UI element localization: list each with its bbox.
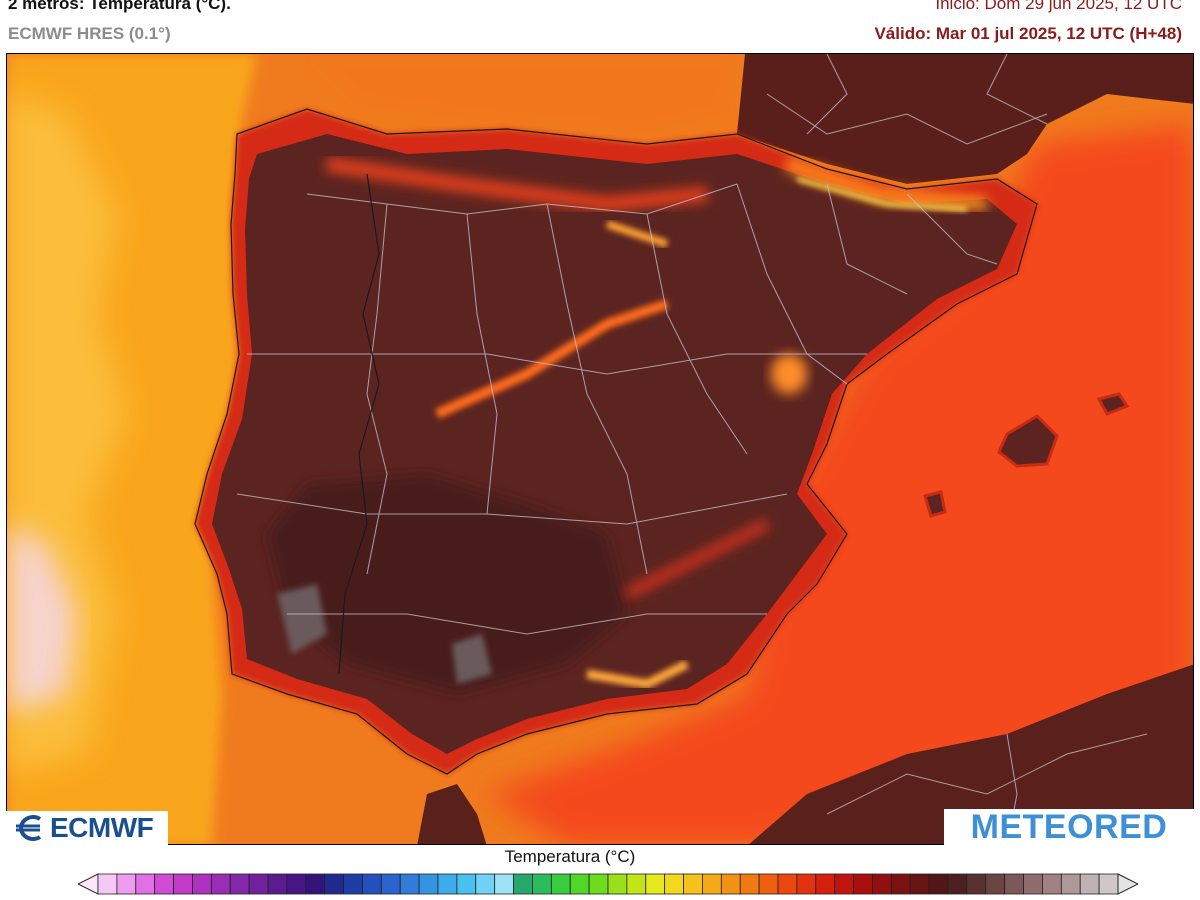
meteored-logo: METEORED: [944, 807, 1194, 846]
legend-swatch: [645, 873, 666, 895]
legend-swatch: [909, 873, 930, 895]
atlantic-pink-zone: [7, 524, 77, 714]
legend-title: Temperatura (°C): [504, 847, 636, 866]
legend-swatch: [550, 873, 571, 895]
map-title: 2 metros: Temperatura (°C).: [8, 0, 231, 13]
valid-time: Válido: Mar 01 jul 2025, 12 UTC (H+48): [874, 24, 1182, 43]
portugal-spain-border: [338, 173, 380, 675]
legend-swatch: [1098, 873, 1119, 895]
ecmwf-emblem-icon: [16, 815, 42, 841]
legend-swatch: [702, 873, 722, 895]
legend-swatch: [173, 873, 193, 895]
temperature-color-scale: [78, 873, 1138, 895]
hottest-zone-guadalquivir: [452, 634, 492, 684]
legend-swatch: [532, 873, 552, 895]
legend-swatch: [928, 873, 949, 895]
legend-swatch: [437, 873, 458, 895]
iberian-system-peak: [605, 220, 669, 248]
temperature-map: [6, 53, 1194, 845]
morocco-tip: [417, 784, 487, 844]
legend-swatch: [1004, 873, 1024, 895]
legend-swatch: [815, 873, 836, 895]
legend-swatch: [380, 873, 401, 895]
legend-swatch: [286, 873, 307, 895]
legend-swatch: [985, 873, 1006, 895]
legend-swatch: [229, 873, 250, 895]
ecmwf-logo: ECMWF: [6, 811, 168, 845]
legend-swatch: [588, 873, 609, 895]
legend-swatch: [192, 873, 212, 895]
iberian-east-peak: [771, 354, 807, 394]
hottest-zone-alentejo: [277, 584, 327, 654]
legend-swatch: [475, 873, 496, 895]
north-africa-landmass: [749, 664, 1193, 844]
legend-swatch: [116, 873, 137, 895]
pyrenees-ridge: [784, 157, 988, 211]
legend-swatch: [210, 873, 231, 895]
legend-swatch: [135, 873, 156, 895]
legend-swatch: [1079, 873, 1100, 895]
legend-swatch: [872, 873, 892, 895]
legend-swatch: [890, 873, 911, 895]
meteored-logo-text: METEORED: [970, 807, 1168, 846]
legend-swatch: [418, 873, 439, 895]
run-start-time: Inicio: Dom 29 jun 2025, 12 UTC: [935, 0, 1182, 13]
legend-swatch: [1023, 873, 1043, 895]
legend-swatch: [1060, 873, 1081, 895]
betic-ridge: [624, 519, 770, 599]
legend-swatch: [720, 873, 741, 895]
legend-swatch: [626, 873, 647, 895]
cantabrian-sea: [307, 54, 737, 134]
sierra-nevada-ridge: [586, 659, 690, 689]
central-system-ridge: [434, 299, 669, 419]
legend-swatch: [777, 873, 798, 895]
legend-swatch: [796, 873, 817, 895]
legend-swatch: [494, 873, 514, 895]
menorca-island: [1096, 392, 1130, 416]
legend-swatch: [683, 873, 703, 895]
legend-swatch: [569, 873, 590, 895]
legend-swatch: [664, 873, 684, 895]
france-landmass: [737, 54, 1193, 184]
legend-swatch: [758, 873, 779, 895]
iberia-coastline: [194, 108, 1038, 775]
legend-swatch: [947, 873, 968, 895]
ibiza-island: [923, 490, 947, 518]
legend-swatch: [853, 873, 873, 895]
legend-swatch: [513, 873, 533, 895]
legend-arrow-high: [1117, 873, 1138, 895]
ecmwf-logo-text: ECMWF: [50, 812, 154, 843]
legend-swatch: [324, 873, 344, 895]
cantabrian-ridge: [325, 157, 708, 212]
legend-arrow-low: [78, 873, 99, 895]
legend-swatch: [607, 873, 628, 895]
legend-swatch: [399, 873, 420, 895]
guadiana-basin: [267, 474, 627, 694]
legend-swatch: [362, 873, 382, 895]
pyrenees-snowline: [796, 176, 968, 212]
mallorca-island: [997, 414, 1059, 468]
regional-borders: [236, 54, 1148, 844]
legend-swatch: [97, 873, 118, 895]
legend-swatch: [343, 873, 363, 895]
map-canvas: [7, 54, 1193, 844]
legend-swatch: [834, 873, 854, 895]
legend-swatch: [305, 873, 326, 895]
legend-swatch: [267, 873, 288, 895]
legend-swatch: [456, 873, 477, 895]
legend-swatch: [248, 873, 269, 895]
legend-swatch: [966, 873, 987, 895]
legend-swatch: [1042, 873, 1062, 895]
mediterranean-hot-sea: [487, 124, 1193, 844]
legend-swatch: [739, 873, 760, 895]
model-label: ECMWF HRES (0.1°): [8, 24, 171, 43]
legend-swatch: [154, 873, 174, 895]
